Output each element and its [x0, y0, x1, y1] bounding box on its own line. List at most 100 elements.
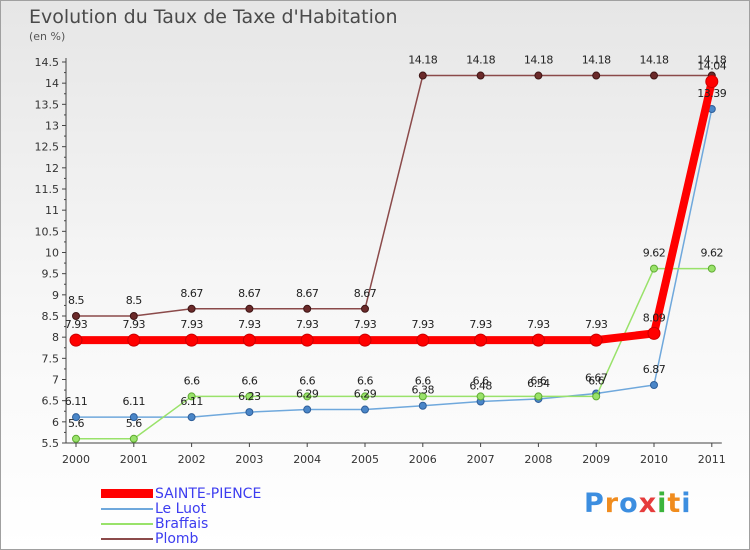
data-label: 6.11 — [180, 395, 203, 408]
y-tick-label: 12 — [45, 162, 59, 175]
y-tick-label: 11 — [45, 204, 59, 217]
y-tick-label: 8.5 — [42, 310, 60, 323]
data-label: 14.18 — [524, 54, 553, 67]
data-label: 8.5 — [68, 294, 84, 307]
data-label: 9.62 — [643, 247, 666, 260]
data-label: 8.67 — [238, 287, 261, 300]
data-label: 8.67 — [354, 287, 377, 300]
data-label: 6.87 — [643, 363, 666, 376]
data-label: 9.62 — [701, 247, 724, 260]
x-tick-label: 2005 — [351, 453, 379, 466]
logo-letter: t — [667, 488, 682, 519]
y-tick-label: 13 — [45, 120, 59, 133]
data-label: 8.67 — [180, 287, 203, 300]
data-label: 6.6 — [299, 374, 315, 387]
legend-swatch — [101, 507, 153, 510]
data-label: 7.93 — [238, 318, 261, 331]
series-line — [76, 80, 716, 345]
y-tick-label: 9 — [52, 289, 59, 302]
data-point — [476, 392, 485, 401]
data-label: 6.6 — [415, 374, 431, 387]
chart-legend: SAINTE-PIENCE Le Luot Braffais Plomb — [101, 486, 261, 547]
legend-label: Plomb — [155, 530, 199, 547]
data-point — [72, 312, 80, 320]
data-label: 6.54 — [527, 377, 550, 390]
data-label: 14.18 — [697, 54, 726, 67]
series-line — [76, 74, 712, 317]
x-tick-label: 2006 — [409, 453, 437, 466]
y-tick-label: 7 — [52, 374, 59, 387]
y-tick-label: 14.5 — [35, 56, 60, 69]
data-point — [361, 304, 369, 313]
x-tick-label: 2002 — [178, 453, 206, 466]
data-label: 6.6 — [241, 374, 257, 387]
data-point — [418, 401, 427, 410]
chart-subtitle: (en %) — [29, 30, 66, 43]
x-tick-label: 2008 — [524, 453, 552, 466]
data-point — [303, 405, 312, 414]
data-label: 7.93 — [354, 318, 377, 331]
data-label: 8.5 — [126, 294, 142, 307]
data-point — [72, 413, 80, 422]
y-tick-label: 10.5 — [35, 225, 60, 238]
data-label: 6.6 — [588, 374, 604, 387]
data-point — [69, 333, 83, 347]
data-point — [361, 405, 369, 414]
data-label: 6.11 — [65, 395, 88, 408]
legend-item: Braffais — [101, 515, 261, 532]
data-point — [474, 333, 488, 347]
data-label: 6.48 — [469, 380, 492, 393]
data-label: 14.18 — [408, 54, 437, 67]
data-point — [705, 74, 719, 88]
data-point — [534, 71, 543, 80]
x-tick-label: 2003 — [235, 453, 263, 466]
data-label: 7.93 — [296, 318, 319, 331]
x-tick-label: 2009 — [582, 453, 610, 466]
data-label: 14.18 — [582, 54, 611, 67]
data-point — [707, 264, 716, 273]
data-label: 7.93 — [527, 318, 550, 331]
legend-label: Braffais — [155, 515, 209, 532]
data-point — [592, 392, 601, 401]
data-label: 7.93 — [469, 318, 492, 331]
x-tick-label: 2000 — [62, 453, 90, 466]
logo-letter: i — [681, 488, 692, 519]
data-point — [650, 71, 658, 80]
data-label: 7.93 — [412, 318, 435, 331]
data-point — [187, 413, 196, 422]
logo-letter: P — [584, 488, 605, 519]
legend-swatch — [101, 489, 153, 498]
data-label: 5.6 — [68, 417, 84, 430]
data-label: 7.93 — [65, 318, 88, 331]
data-point — [589, 333, 603, 347]
y-tick-label: 11.5 — [35, 183, 60, 196]
data-point — [187, 304, 196, 313]
data-point — [303, 392, 312, 401]
data-point — [245, 408, 254, 417]
data-label: 8.09 — [643, 311, 666, 324]
logo-letter: o — [619, 488, 639, 519]
proxiti-logo: Proxiti — [584, 488, 692, 519]
data-point — [531, 333, 545, 347]
data-label: 6.11 — [123, 395, 146, 408]
data-point — [476, 71, 485, 80]
data-point — [245, 392, 254, 401]
chart-title: Evolution du Taux de Taxe d'Habitation — [29, 6, 398, 28]
legend-swatch — [101, 522, 153, 525]
data-label: 7.93 — [180, 318, 203, 331]
data-label: 6.6 — [184, 374, 200, 387]
y-tick-label: 10 — [45, 247, 59, 260]
data-label: 14.04 — [697, 59, 726, 72]
data-point — [129, 434, 138, 443]
data-point — [303, 304, 312, 313]
data-label: 7.93 — [585, 318, 608, 331]
data-label: 13.39 — [697, 87, 726, 100]
x-tick-label: 2011 — [698, 453, 726, 466]
series-line — [76, 267, 712, 440]
x-tick-label: 2010 — [640, 453, 668, 466]
data-point — [185, 333, 199, 347]
data-label: 6.6 — [473, 374, 489, 387]
x-tick-label: 2001 — [120, 453, 148, 466]
